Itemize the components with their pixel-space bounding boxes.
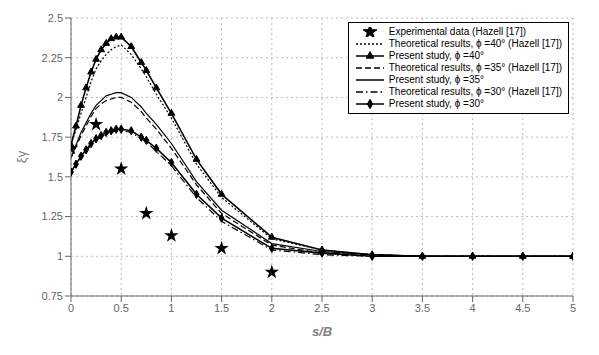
html-text:Experimental data (Hazell [17]: Experimental data (Hazell [17]) [388, 26, 526, 37]
svg-text:3: 3 [369, 302, 375, 314]
svg-text:0: 0 [68, 302, 74, 314]
svg-text:1.75: 1.75 [42, 131, 63, 143]
html-text:Theoretical results, ϕ =30° (H: Theoretical results, ϕ =30° (Hazell [17]… [388, 86, 562, 97]
svg-text:2.5: 2.5 [314, 302, 329, 314]
html-text:Present study, ϕ =35°: Present study, ϕ =35° [388, 74, 484, 85]
svg-text:3.5: 3.5 [415, 302, 430, 314]
html-text:Present study, ϕ =40°: Present study, ϕ =40° [388, 50, 484, 61]
svg-text:0.75: 0.75 [42, 290, 63, 302]
svg-text:0.5: 0.5 [114, 302, 129, 314]
svg-text:s/B: s/B [312, 324, 332, 339]
svg-text:4.5: 4.5 [515, 302, 530, 314]
svg-text:1.5: 1.5 [214, 302, 229, 314]
svg-text:2.25: 2.25 [42, 52, 63, 64]
html-text:Present study, ϕ =30°: Present study, ϕ =30° [388, 98, 484, 109]
svg-text:1: 1 [168, 302, 174, 314]
svg-text:1.25: 1.25 [42, 210, 63, 222]
svg-text:4: 4 [470, 302, 476, 314]
html-text:Theoretical results, ϕ =40° (H: Theoretical results, ϕ =40° (Hazell [17]… [388, 38, 562, 49]
svg-text:1.5: 1.5 [48, 171, 63, 183]
html-text:Theoretical results, ϕ =35° (H: Theoretical results, ϕ =35° (Hazell [17]… [388, 62, 562, 73]
svg-text:2: 2 [269, 302, 275, 314]
svg-text:ξγ: ξγ [14, 150, 29, 163]
svg-text:2.5: 2.5 [48, 12, 63, 24]
svg-text:1: 1 [57, 250, 63, 262]
svg-text:5: 5 [570, 302, 576, 314]
svg-text:2: 2 [57, 91, 63, 103]
